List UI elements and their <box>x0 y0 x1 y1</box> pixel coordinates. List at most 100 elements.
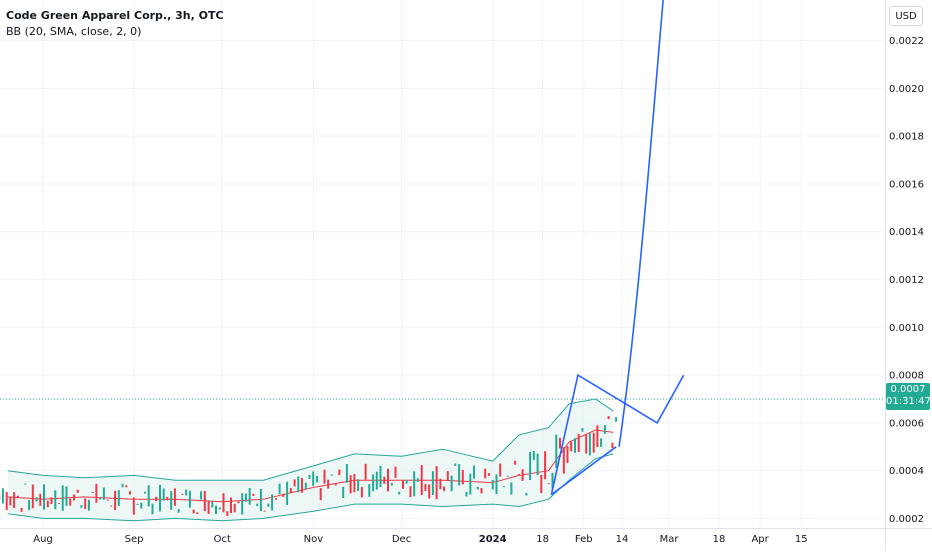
candle-72 <box>252 494 254 496</box>
candle-132 <box>477 487 479 490</box>
candle-116 <box>417 478 419 482</box>
candle-141 <box>510 483 512 495</box>
candle-81 <box>286 482 288 505</box>
candle-137 <box>496 475 498 495</box>
candle-60 <box>208 501 210 514</box>
symbol-title[interactable]: Code Green Apparel Corp., 3h, OTC <box>6 8 224 24</box>
x-tick-6: 18 <box>536 534 549 545</box>
candle-90 <box>320 488 322 500</box>
candle-96 <box>342 487 344 498</box>
candle-85 <box>301 478 303 493</box>
candle-156 <box>567 446 569 463</box>
candle-142 <box>514 461 516 465</box>
candle-9 <box>17 496 19 498</box>
candle-91 <box>324 470 326 484</box>
indicator-label[interactable]: BB (20, SMA, close, 2, 0) <box>6 24 224 40</box>
candle-61 <box>211 502 213 508</box>
candle-19 <box>54 490 56 509</box>
candle-24 <box>73 495 75 501</box>
currency-label: USD <box>895 11 916 22</box>
candle-5 <box>2 488 4 503</box>
candle-100 <box>357 479 359 491</box>
candle-42 <box>140 503 142 509</box>
x-tick-11: Apr <box>751 534 769 545</box>
x-tick-3: Nov <box>304 534 324 545</box>
candle-26 <box>80 505 82 508</box>
candle-99 <box>353 474 355 492</box>
candle-67 <box>234 504 236 513</box>
y-tick-0.0014: 0.0014 <box>889 227 924 238</box>
projection-curve[interactable] <box>619 0 663 447</box>
candle-115 <box>413 471 415 496</box>
candle-94 <box>335 483 337 485</box>
candle-18 <box>51 497 53 504</box>
candle-139 <box>503 486 505 487</box>
candle-133 <box>481 488 483 493</box>
candle-45 <box>152 504 154 515</box>
candle-108 <box>387 469 389 492</box>
y-tick-0.0008: 0.0008 <box>889 371 924 382</box>
candle-20 <box>58 503 60 504</box>
candle-46 <box>155 497 157 501</box>
candle-55 <box>189 491 191 508</box>
candle-70 <box>245 494 247 502</box>
candle-113 <box>406 480 408 484</box>
y-tick-0.0022: 0.0022 <box>889 36 924 47</box>
x-tick-2: Oct <box>214 534 231 545</box>
candle-125 <box>451 476 453 492</box>
candle-147 <box>533 451 535 460</box>
candle-145 <box>525 493 527 496</box>
candle-73 <box>256 504 258 507</box>
candle-148 <box>537 454 539 475</box>
currency-selector[interactable]: USD <box>889 6 923 26</box>
candle-78 <box>275 498 277 500</box>
y-tick-0.0016: 0.0016 <box>889 179 924 190</box>
last-price-tag: 0.0007 01:31:47 <box>886 383 930 410</box>
candle-103 <box>368 484 370 497</box>
candle-112 <box>402 481 404 489</box>
candle-51 <box>174 488 176 505</box>
candle-150 <box>544 451 546 479</box>
candle-105 <box>376 472 378 490</box>
candle-168 <box>611 443 613 448</box>
candle-36 <box>118 490 120 506</box>
candle-17 <box>47 501 49 508</box>
candle-21 <box>62 485 64 511</box>
candle-107 <box>383 477 385 484</box>
candle-88 <box>312 471 314 486</box>
candle-153 <box>555 435 557 468</box>
last-price-value: 0.0007 <box>886 384 930 396</box>
candle-49 <box>166 497 168 500</box>
candle-124 <box>447 471 449 481</box>
candle-41 <box>137 504 139 505</box>
candle-11 <box>24 484 26 485</box>
candle-8 <box>13 492 15 508</box>
candle-149 <box>540 475 542 493</box>
candle-162 <box>589 433 591 455</box>
candle-123 <box>443 487 445 492</box>
candle-93 <box>331 475 333 476</box>
candle-97 <box>346 464 348 483</box>
chart-legend: Code Green Apparel Corp., 3h, OTC BB (20… <box>6 8 224 40</box>
candle-87 <box>309 475 311 479</box>
y-tick-0.0004: 0.0004 <box>889 466 924 477</box>
x-tick-10: 18 <box>713 534 726 545</box>
candle-111 <box>398 492 400 495</box>
candle-27 <box>84 498 86 509</box>
candle-53 <box>181 494 183 495</box>
candle-121 <box>436 466 438 499</box>
candle-122 <box>439 479 441 490</box>
x-tick-8: 14 <box>616 534 629 545</box>
candle-57 <box>196 512 198 514</box>
candle-140 <box>507 476 509 477</box>
candle-69 <box>241 493 243 514</box>
candle-104 <box>372 475 374 492</box>
candle-126 <box>454 464 456 466</box>
candle-52 <box>178 509 180 513</box>
candle-136 <box>492 480 494 490</box>
candle-83 <box>294 479 296 486</box>
candle-59 <box>204 491 206 511</box>
candle-34 <box>110 506 112 507</box>
